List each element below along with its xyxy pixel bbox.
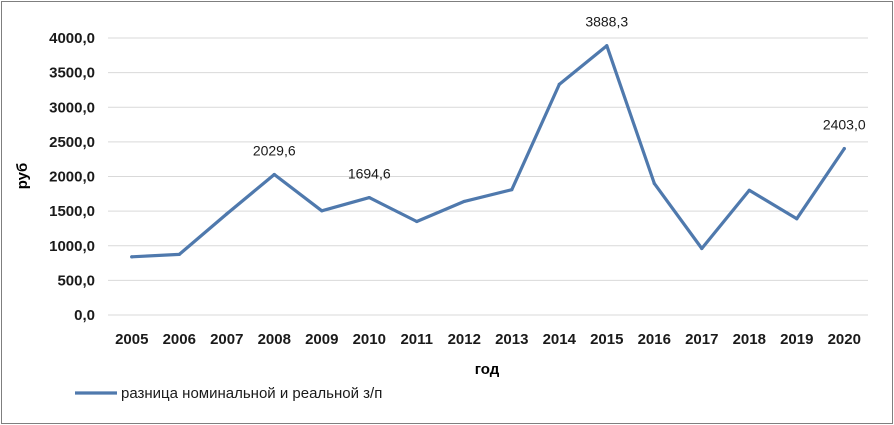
x-tick-label: 2010 xyxy=(353,331,386,348)
data-point xyxy=(700,246,704,251)
data-point xyxy=(510,188,514,192)
y-axis-ticks: 0,0 500,0 1000,0 1500,0 2000,0 2500,0 3000,0 35… xyxy=(49,30,95,324)
y-tick-label: 0,0 xyxy=(74,307,95,324)
y-tick-label: 3500,0 xyxy=(49,65,95,82)
x-tick-label: 2019 xyxy=(780,331,813,348)
x-tick-label: 2006 xyxy=(163,331,196,348)
data-point xyxy=(795,217,799,221)
data-point xyxy=(367,196,371,200)
x-tick-label: 2009 xyxy=(305,331,338,348)
x-tick-label: 2015 xyxy=(590,331,623,348)
data-point xyxy=(272,172,276,177)
data-label: 2029,6 xyxy=(253,142,296,158)
y-tick-label: 4000,0 xyxy=(49,30,95,47)
gridlines xyxy=(108,37,868,281)
data-label: 2403,0 xyxy=(823,117,866,133)
data-label: 3888,3 xyxy=(585,14,628,30)
data-point xyxy=(225,212,229,216)
data-point xyxy=(605,44,609,48)
y-axis-title: руб xyxy=(14,163,31,190)
x-tick-label: 2005 xyxy=(115,331,148,348)
y-tick-label: 1000,0 xyxy=(49,238,95,255)
x-tick-label: 2014 xyxy=(543,331,577,348)
data-point xyxy=(462,199,466,204)
x-tick-label: 2008 xyxy=(258,331,291,348)
data-point xyxy=(652,181,656,186)
series-group xyxy=(130,44,846,259)
x-axis-ticks: 2005 2006 2007 2008 2009 2010 2011 2012 2013 2014… xyxy=(115,331,861,348)
y-tick-label: 500,0 xyxy=(57,272,95,289)
x-tick-label: 2013 xyxy=(495,331,528,348)
data-point xyxy=(557,82,561,86)
data-point xyxy=(747,188,751,192)
data-point xyxy=(320,209,324,213)
data-labels: 2029,6 1694,6 3888,3 2403,0 xyxy=(253,14,866,182)
x-axis-title: год xyxy=(475,361,500,378)
data-point xyxy=(842,146,846,151)
data-point xyxy=(177,252,181,257)
x-tick-label: 2020 xyxy=(828,331,861,348)
data-point xyxy=(130,255,134,259)
x-tick-label: 2018 xyxy=(733,331,766,348)
data-point xyxy=(415,219,419,224)
x-tick-label: 2012 xyxy=(448,331,481,348)
data-label: 1694,6 xyxy=(348,166,391,182)
x-tick-label: 2016 xyxy=(638,331,671,348)
x-tick-label: 2007 xyxy=(210,331,243,348)
legend-label: разница номинальной и реальной з/п xyxy=(121,385,382,402)
y-tick-label: 3000,0 xyxy=(49,99,95,116)
y-tick-label: 1500,0 xyxy=(49,203,95,220)
series-line xyxy=(130,44,846,259)
legend: разница номинальной и реальной з/п xyxy=(75,385,382,402)
y-tick-label: 2500,0 xyxy=(49,134,95,151)
x-tick-label: 2011 xyxy=(400,331,433,348)
y-tick-label: 2000,0 xyxy=(49,169,95,186)
x-tick-label: 2017 xyxy=(685,331,718,348)
